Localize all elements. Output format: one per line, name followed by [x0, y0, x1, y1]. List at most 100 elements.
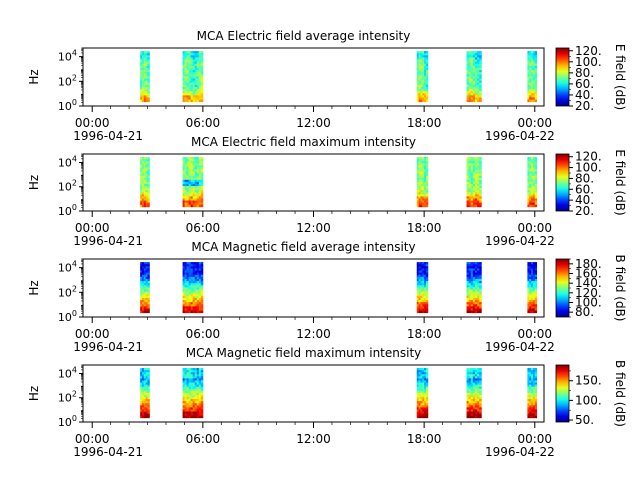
heatmap-cell: [474, 169, 478, 172]
heatmap-cell: [527, 308, 530, 311]
heatmap-cell: [143, 194, 147, 197]
heatmap-cell: [416, 65, 419, 69]
heatmap-cell: [200, 268, 204, 271]
heatmap-cell: [420, 374, 423, 377]
heatmap-cell: [142, 405, 145, 408]
heatmap-cell: [196, 394, 200, 398]
heatmap-cell: [472, 61, 476, 65]
heatmap-cell: [416, 276, 419, 280]
heatmap-cell: [422, 51, 425, 54]
heatmap-cell: [534, 61, 538, 65]
heatmap-cell: [143, 291, 147, 295]
heatmap-cell: [477, 401, 480, 404]
heatmap-cell: [416, 86, 419, 90]
heatmap-cell: [200, 63, 204, 67]
heatmap-cell: [198, 97, 202, 100]
heatmap-cell: [425, 86, 429, 90]
heatmap-cell: [184, 204, 188, 208]
heatmap-cell: [184, 72, 188, 75]
heatmap-cell: [186, 388, 190, 392]
heatmap-cell: [420, 194, 423, 197]
heatmap-cell: [527, 181, 530, 185]
heatmap-cell: [147, 308, 150, 311]
heatmap-cell: [425, 386, 429, 390]
heatmap-cell: [416, 78, 419, 81]
heatmap-cell: [142, 302, 145, 305]
heatmap-cell: [182, 278, 186, 282]
heatmap-cell: [474, 74, 478, 77]
heatmap-cell: [418, 84, 421, 88]
heatmap-cell: [529, 177, 532, 181]
heatmap-cell: [416, 95, 419, 98]
heatmap-cell: [196, 204, 200, 208]
heatmap-cell: [198, 202, 202, 206]
heatmap-cell: [192, 177, 196, 181]
heatmap-cell: [529, 204, 532, 208]
heatmap-cell: [532, 392, 536, 396]
heatmap-cell: [425, 159, 429, 162]
heatmap-cell: [479, 183, 482, 187]
heatmap-cell: [198, 57, 202, 60]
heatmap-cell: [190, 382, 194, 385]
heatmap-cell: [182, 308, 186, 311]
heatmap-cell: [474, 394, 478, 398]
heatmap-cell: [196, 196, 200, 199]
y-tick-label: 102: [58, 73, 77, 88]
heatmap-cell: [468, 397, 472, 400]
heatmap-cell: [184, 413, 188, 417]
heatmap-cell: [196, 390, 200, 394]
heatmap-cell: [424, 190, 427, 193]
heatmap-cell: [145, 165, 148, 168]
heatmap-cell: [474, 204, 478, 208]
heatmap-cell: [425, 80, 429, 84]
heatmap-cell: [468, 55, 472, 58]
heatmap-cell: [196, 190, 200, 193]
heatmap-cell: [531, 390, 534, 394]
heatmap-cell: [425, 291, 429, 295]
heatmap-cell: [472, 306, 476, 309]
heatmap-cell: [531, 190, 534, 193]
heatmap-cell: [190, 70, 194, 73]
heatmap-cell: [147, 291, 150, 295]
heatmap-cell: [196, 262, 200, 265]
heatmap-cell: [527, 378, 530, 381]
heatmap-cell: [425, 411, 429, 415]
heatmap-cell: [192, 194, 196, 197]
heatmap-cell: [194, 72, 198, 75]
heatmap-cell: [529, 200, 532, 204]
heatmap-cell: [422, 175, 425, 179]
heatmap-cell: [416, 382, 419, 385]
heatmap-cell: [198, 394, 202, 398]
heatmap-cell: [186, 74, 190, 77]
heatmap-cell: [425, 177, 429, 181]
heatmap-cell: [532, 394, 536, 398]
heatmap-cell: [186, 91, 190, 94]
heatmap-cell: [425, 57, 429, 60]
heatmap-cell: [529, 368, 532, 371]
heatmap-cell: [190, 405, 194, 408]
heatmap-cell: [420, 190, 423, 193]
heatmap-cell: [142, 97, 145, 100]
heatmap-cell: [534, 370, 538, 373]
heatmap-cell: [479, 411, 482, 415]
heatmap-cell: [479, 300, 482, 303]
heatmap-cell: [479, 61, 482, 65]
heatmap-cell: [186, 97, 190, 100]
heatmap-cell: [143, 266, 147, 269]
heatmap-cell: [425, 407, 429, 410]
heatmap-cell: [200, 287, 204, 290]
heatmap-cell: [477, 407, 480, 410]
heatmap-cell: [200, 165, 204, 168]
heatmap-cell: [200, 202, 204, 206]
heatmap-cell: [188, 310, 192, 314]
heatmap-cell: [527, 399, 530, 402]
heatmap-cell: [532, 293, 536, 297]
heatmap-cell: [140, 179, 143, 183]
heatmap-cell: [186, 80, 190, 84]
heatmap-cell: [468, 276, 472, 280]
colorbar-label: E field (dB): [613, 44, 627, 110]
heatmap-cell: [474, 80, 478, 84]
heatmap-cell: [188, 196, 192, 199]
heatmap-cell: [416, 70, 419, 73]
heatmap-cell: [468, 384, 472, 388]
